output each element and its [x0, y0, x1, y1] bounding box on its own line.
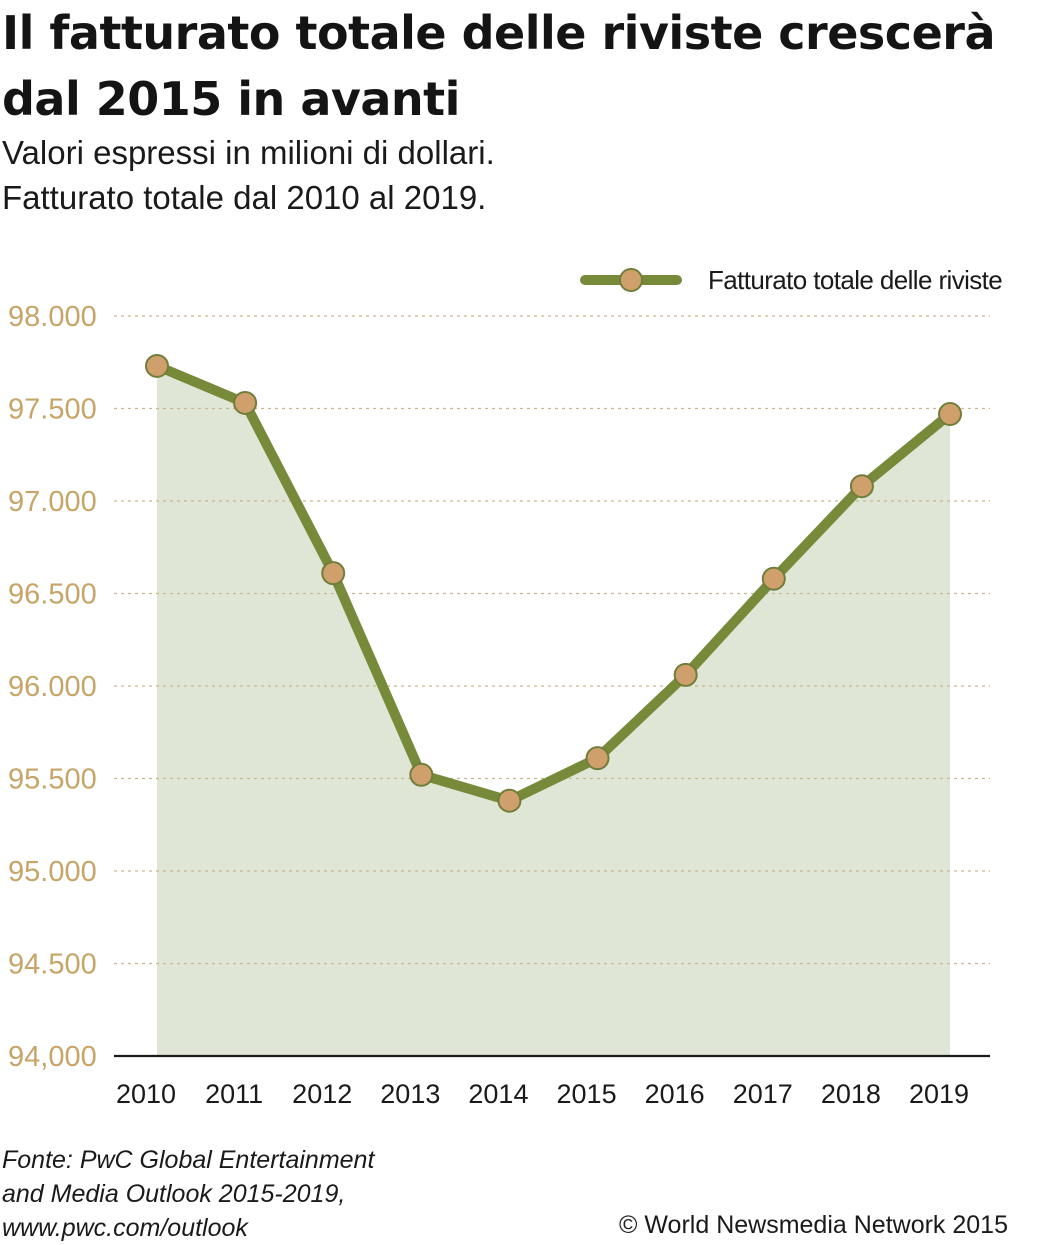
source-line-1: Fonte: PwC Global Entertainment: [2, 1146, 375, 1174]
data-point: [585, 746, 610, 771]
copyright-note: © World Newsmedia Network 2015: [619, 1211, 1008, 1239]
y-tick-label: 97.000: [8, 486, 97, 518]
data-point: [673, 662, 698, 687]
chart-subtitle: Valori espressi in milioni di dollari. F…: [2, 130, 1042, 220]
data-point: [849, 474, 874, 499]
x-tick-label: 2013: [380, 1079, 440, 1109]
chart-title: Il fatturato totale delle riviste cresce…: [2, 0, 1042, 132]
x-tick-label: 2018: [821, 1079, 881, 1109]
data-point: [761, 566, 786, 591]
source-line-3: www.pwc.com/outlook: [2, 1214, 248, 1242]
data-point: [233, 390, 258, 415]
x-tick-label: 2012: [292, 1079, 352, 1109]
chart-subtitle-line-2: Fatturato totale dal 2010 al 2019.: [2, 179, 487, 216]
x-tick-label: 2015: [557, 1079, 617, 1109]
y-tick-label: 94,000: [8, 1041, 97, 1073]
series-line: [152, 360, 955, 806]
y-tick-label: 95.000: [8, 856, 97, 888]
y-tick-label: 97.500: [8, 394, 97, 426]
y-tick-label: 96.000: [8, 671, 97, 703]
line-chart: 94,000 94.500 95.000 95.500 96.000 96.500 97.0…: [0, 255, 1044, 1115]
line-chart-svg: 94,000 94.500 95.000 95.500 96.000 96.500 97.0…: [8, 265, 1003, 1109]
chart-title-line-1: Il fatturato totale delle riviste cresce…: [2, 6, 996, 60]
data-point: [321, 561, 346, 586]
y-tick-label: 98.000: [8, 301, 97, 333]
y-tick-label: 94.500: [8, 949, 97, 981]
x-tick-label: 2017: [733, 1079, 793, 1109]
legend-marker: [619, 268, 643, 292]
data-point: [145, 353, 169, 378]
x-tick-label: 2016: [645, 1079, 705, 1109]
y-tick-label: 96.500: [8, 579, 97, 611]
area-fill: [157, 365, 950, 1056]
chart-title-line-2: dal 2015 in avanti: [2, 72, 460, 126]
x-tick-label: 2019: [909, 1079, 969, 1109]
y-tick-label: 95.500: [8, 764, 97, 796]
source-line-2: and Media Outlook 2015-2019,: [2, 1180, 346, 1208]
chart-subtitle-line-1: Valori espressi in milioni di dollari.: [2, 134, 495, 171]
x-tick-label: 2011: [205, 1079, 263, 1109]
source-note: Fonte: PwC Global Entertainment and Medi…: [2, 1143, 374, 1245]
data-point: [409, 762, 434, 787]
data-point: [938, 402, 962, 427]
legend-label: Fatturato totale delle riviste: [708, 265, 1002, 295]
x-tick-label: 2014: [468, 1079, 528, 1109]
data-point: [497, 788, 522, 813]
x-tick-label: 2010: [116, 1079, 176, 1109]
